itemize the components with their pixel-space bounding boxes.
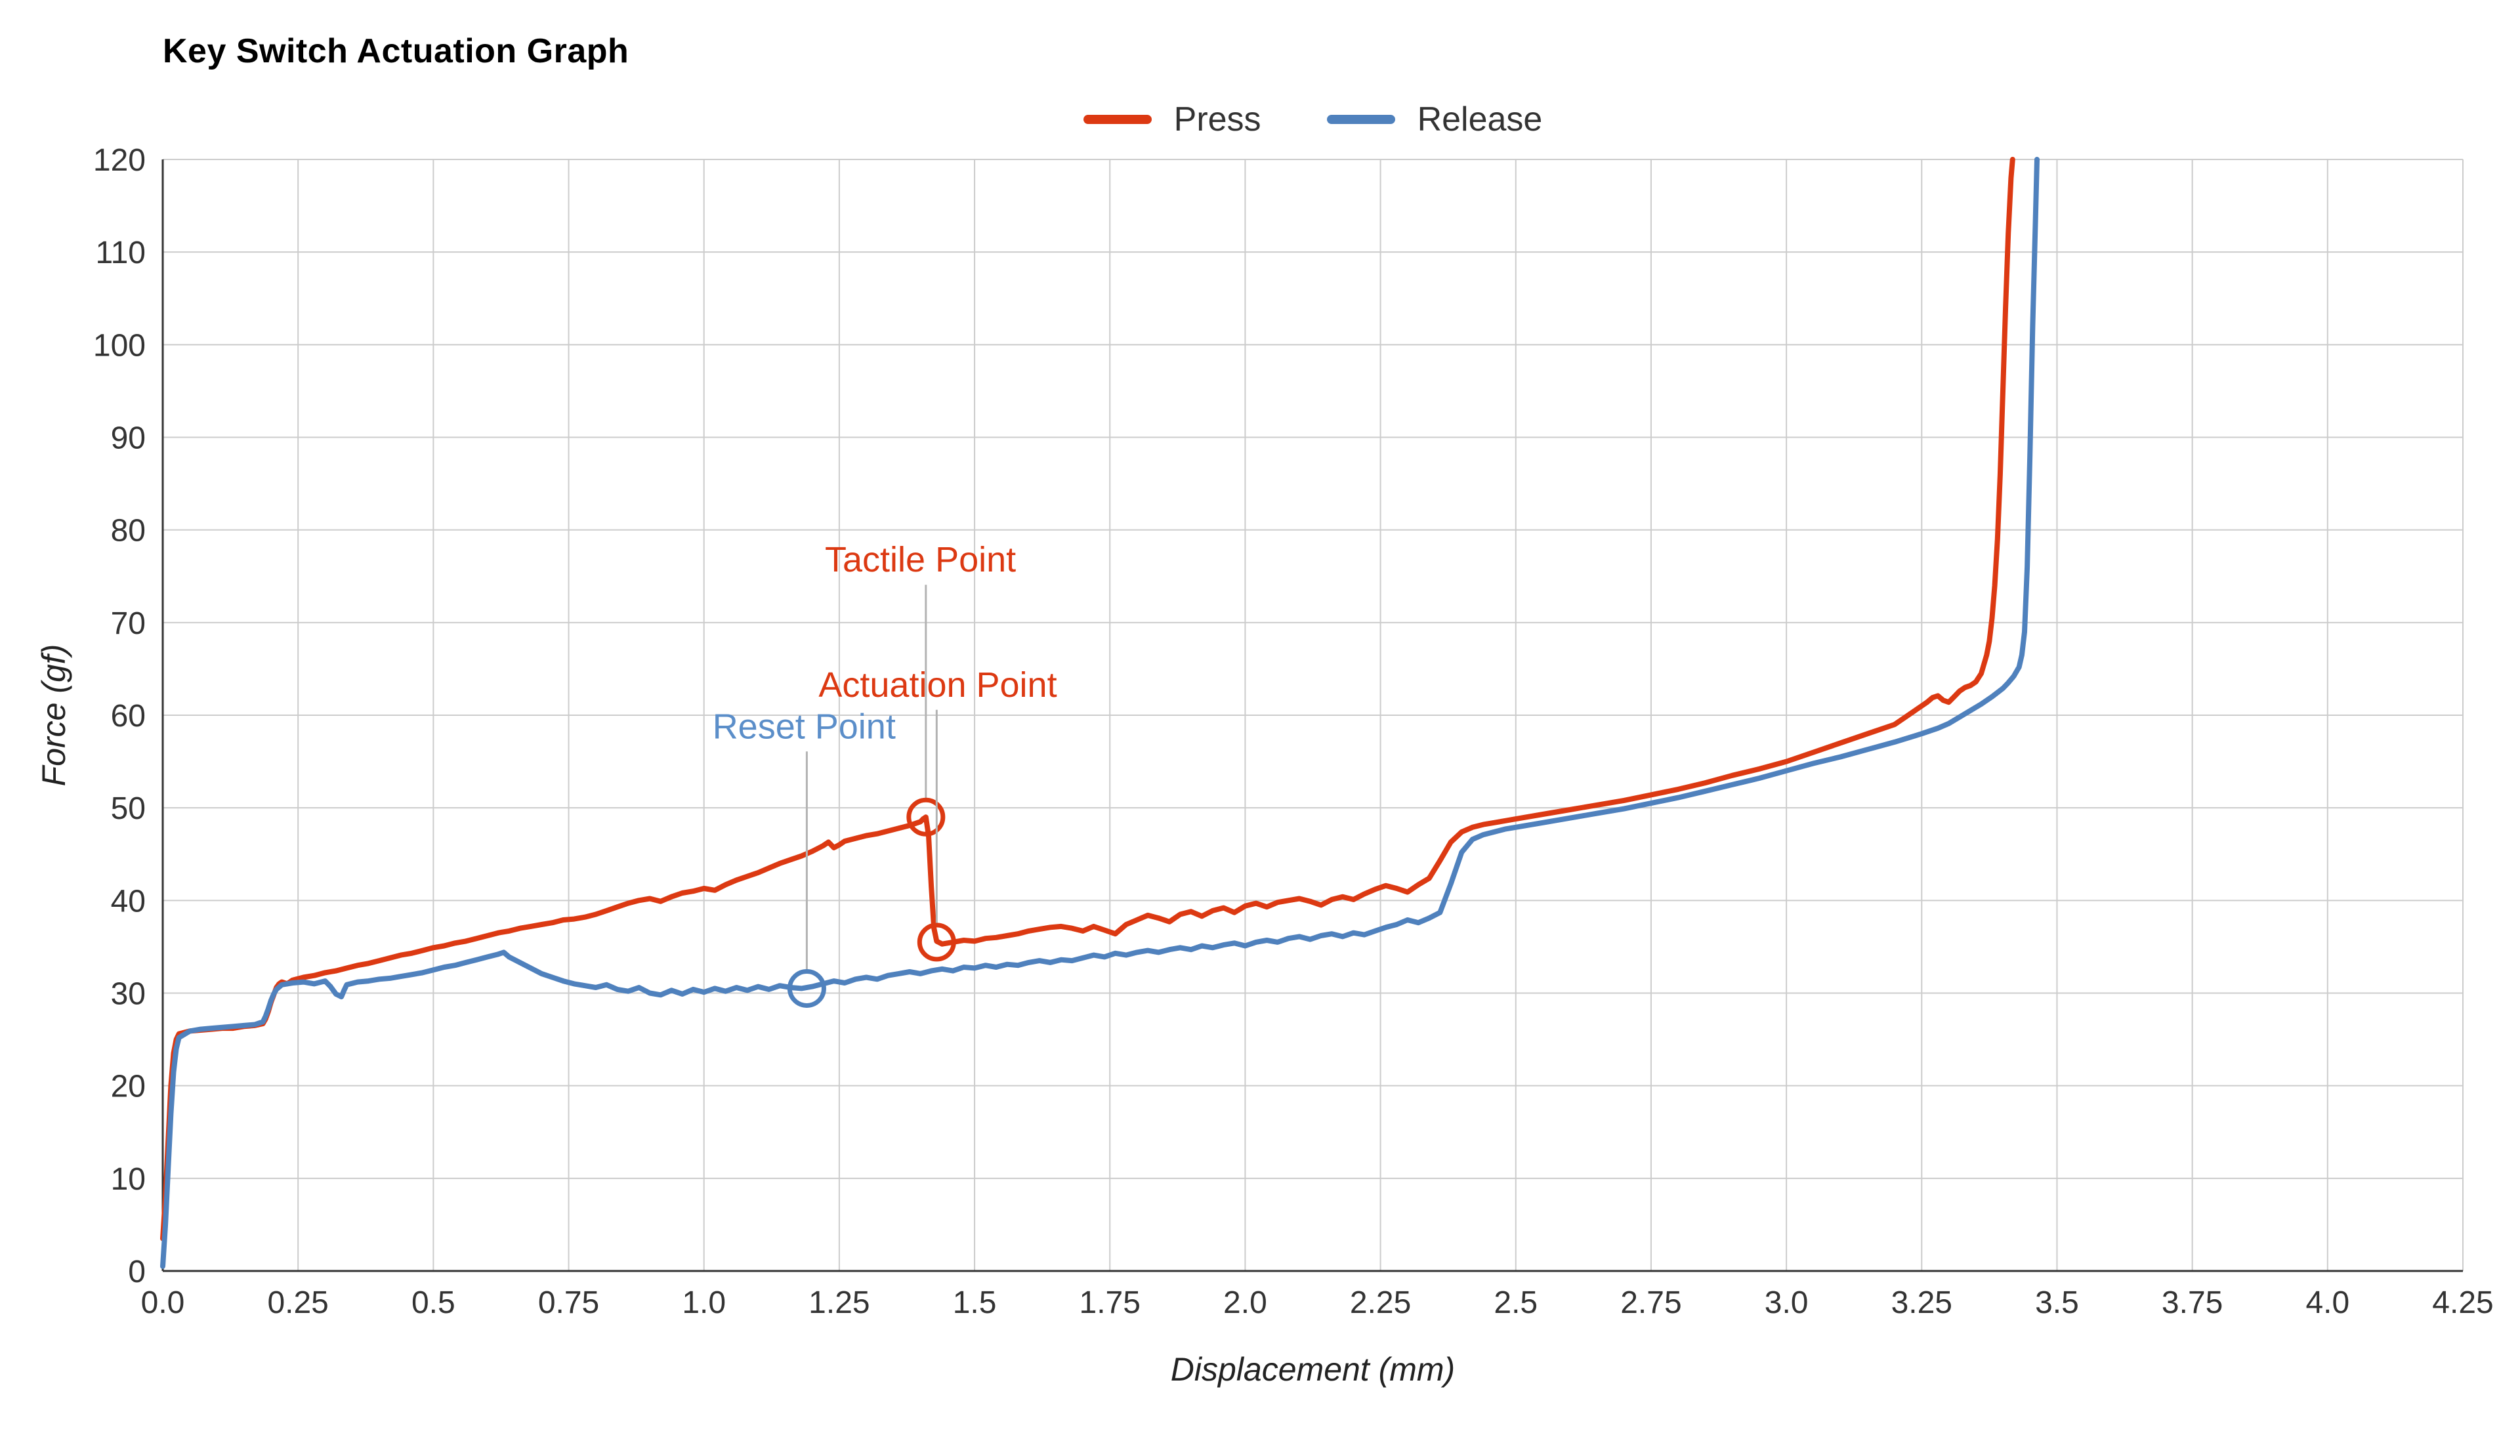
release-line-swatch (1326, 115, 1395, 124)
y-tick-label: 70 (111, 606, 146, 641)
y-tick-label: 110 (95, 236, 146, 270)
x-tick-label: 3.75 (2162, 1285, 2223, 1320)
x-tick-label: 1.0 (682, 1285, 726, 1320)
y-tick-label: 30 (111, 977, 146, 1012)
y-tick-label: 60 (111, 699, 146, 734)
x-tick-label: 2.25 (1350, 1285, 1411, 1320)
legend-item-press[interactable]: Press (1083, 100, 1261, 139)
press-line-swatch (1083, 115, 1152, 124)
x-tick-label: 1.75 (1080, 1285, 1141, 1320)
reset-point-label: Reset Point (713, 707, 896, 746)
chart-title: Key Switch Actuation Graph (163, 32, 629, 70)
x-tick-label: 0.0 (141, 1285, 185, 1320)
release-series-line (160, 157, 2040, 1269)
y-tick-label: 50 (111, 791, 146, 826)
y-tick-label: 20 (111, 1070, 146, 1104)
y-tick-label: 0 (128, 1255, 146, 1289)
y-tick-label: 80 (111, 514, 146, 549)
y-tick-label: 100 (93, 328, 146, 363)
legend-label-press: Press (1173, 100, 1261, 138)
y-axis-title: Force (gf) (35, 644, 72, 787)
y-tick-label: 90 (111, 421, 146, 456)
x-tick-label: 2.5 (1494, 1285, 1538, 1320)
x-tick-label: 2.75 (1620, 1285, 1681, 1320)
legend: Press Release (163, 100, 2463, 139)
x-tick-label: 3.5 (2035, 1285, 2079, 1320)
x-tick-label: 1.25 (808, 1285, 870, 1320)
x-tick-label: 4.0 (2305, 1285, 2349, 1320)
y-tick-label: 120 (93, 143, 146, 178)
y-tick-label: 10 (111, 1162, 146, 1197)
x-axis-title: Displacement (mm) (1170, 1351, 1456, 1388)
legend-label-release: Release (1417, 100, 1543, 138)
legend-item-release[interactable]: Release (1326, 100, 1543, 139)
press-series-line (160, 157, 2015, 1241)
x-tick-label: 3.0 (1765, 1285, 1809, 1320)
x-tick-label: 0.75 (538, 1285, 599, 1320)
y-tick-label: 40 (111, 884, 146, 919)
x-tick-label: 0.25 (267, 1285, 328, 1320)
x-tick-label: 1.5 (953, 1285, 997, 1320)
actuation-point-label: Actuation Point (818, 665, 1057, 705)
x-tick-label: 3.25 (1891, 1285, 1952, 1320)
x-tick-label: 2.0 (1223, 1285, 1267, 1320)
x-tick-label: 0.5 (411, 1285, 455, 1320)
reset-point-marker (787, 968, 826, 1008)
tactile-point-label: Tactile Point (825, 540, 1016, 579)
x-tick-label: 4.25 (2432, 1285, 2493, 1320)
tactile-point-marker (906, 797, 946, 837)
actuation-point-marker (917, 923, 956, 962)
